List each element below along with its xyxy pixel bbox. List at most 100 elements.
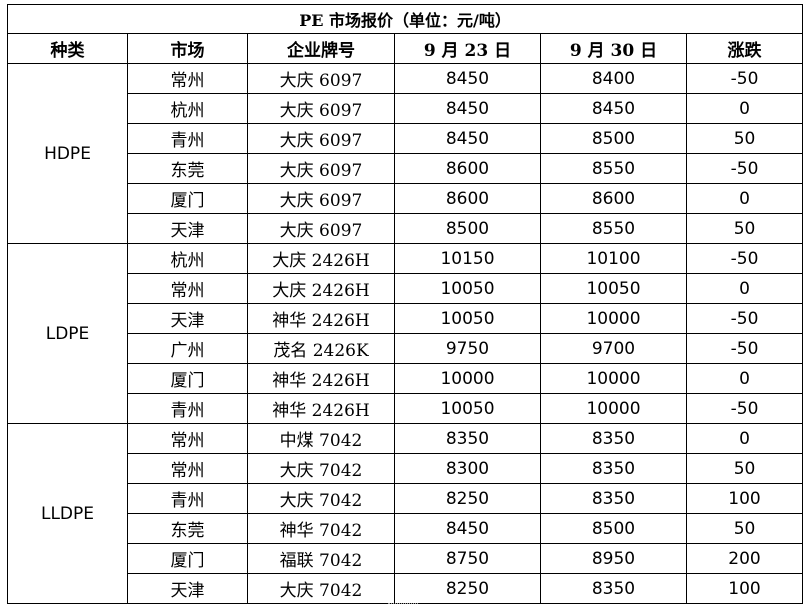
sep30-price-cell: 8550	[540, 213, 687, 244]
change-cell: 50	[685, 453, 804, 484]
market-cell: 青州	[127, 393, 248, 424]
sep30-price-cell: 8600	[540, 183, 687, 214]
brand-cell: 神华 2426H	[247, 303, 395, 334]
sep30-price-cell: 9700	[540, 333, 687, 364]
brand-cell: 大庆 6097	[247, 213, 395, 244]
header-sep23: 9 月 23 日	[394, 33, 541, 64]
market-cell: 青州	[127, 123, 248, 154]
table-row: 广州 茂名 2426K 9750 9700 -50	[8, 333, 804, 364]
table-row: LLDPE 常州 中煤 7042 8350 8350 0	[7, 423, 804, 604]
sep23-price-cell: 9750	[394, 333, 541, 364]
market-cell: 常州	[127, 423, 248, 454]
sep23-price-cell: 10050	[394, 303, 541, 334]
table-row: 青州 大庆 7042 8250 8350 100	[8, 483, 804, 514]
header-change: 涨跌	[685, 33, 804, 64]
market-cell: 东莞	[127, 513, 248, 544]
table-row: 杭州 大庆 6097 8450 8450 0	[8, 93, 804, 124]
sep30-price-cell: 8350	[540, 483, 687, 514]
market-cell: 青州	[127, 483, 248, 514]
sep23-price-cell: 10050	[394, 393, 541, 424]
change-cell: 50	[685, 123, 804, 154]
category-cell: LDPE	[7, 243, 128, 424]
brand-cell: 大庆 6097	[247, 123, 395, 154]
header-brand: 企业牌号	[247, 33, 395, 64]
change-cell: 200	[685, 543, 804, 574]
sep30-price-cell: 8350	[540, 573, 687, 604]
market-cell: 天津	[127, 303, 248, 334]
change-cell: 0	[685, 93, 804, 124]
sep23-price-cell: 8250	[394, 483, 541, 514]
table-row: 东莞 大庆 6097 8600 8550 -50	[8, 153, 804, 184]
table-row: 青州 大庆 6097 8450 8500 50	[8, 123, 804, 154]
change-cell: 0	[685, 363, 804, 394]
table-row: 天津 大庆 7042 8250 8350 100	[8, 573, 804, 604]
market-cell: 天津	[127, 213, 248, 244]
market-cell: 常州	[127, 63, 248, 94]
sep23-price-cell: 10000	[394, 363, 541, 394]
market-cell: 常州	[127, 453, 248, 484]
change-cell: 50	[685, 513, 804, 544]
brand-cell: 神华 7042	[247, 513, 395, 544]
sep30-price-cell: 10000	[540, 363, 687, 394]
market-cell: 杭州	[127, 93, 248, 124]
table-row: 天津 神华 2426H 10050 10000 -50	[8, 303, 804, 334]
market-cell: 常州	[127, 273, 248, 304]
market-cell: 厦门	[127, 543, 248, 574]
change-cell: -50	[685, 153, 804, 184]
sep23-price-cell: 8450	[394, 513, 541, 544]
sep23-price-cell: 8750	[394, 543, 541, 574]
sep23-price-cell: 8450	[394, 63, 541, 94]
table-row: LDPE 杭州 大庆 2426H 10150 10100 -50	[7, 243, 804, 424]
category-cell: LLDPE	[7, 423, 128, 604]
change-cell: 0	[685, 423, 804, 454]
sep30-price-cell: 8950	[540, 543, 687, 574]
sep30-price-cell: 10000	[540, 303, 687, 334]
change-cell: 100	[685, 483, 804, 514]
market-cell: 东莞	[127, 153, 248, 184]
change-cell: 50	[685, 213, 804, 244]
sep23-price-cell: 10150	[394, 243, 541, 274]
change-cell: 0	[685, 183, 804, 214]
sep30-price-cell: 8350	[540, 453, 687, 484]
market-cell: 厦门	[127, 363, 248, 394]
category-cell: HDPE	[7, 63, 128, 244]
sep23-price-cell: 8600	[394, 153, 541, 184]
brand-cell: 中煤 7042	[247, 423, 395, 454]
table-row: 东莞 神华 7042 8450 8500 50	[8, 513, 804, 544]
table-row: 常州 大庆 7042 8300 8350 50	[8, 453, 804, 484]
sep23-price-cell: 8250	[394, 573, 541, 604]
sep23-price-cell: 8450	[394, 93, 541, 124]
brand-cell: 福联 7042	[247, 543, 395, 574]
sep23-price-cell: 8350	[394, 423, 541, 454]
change-cell: -50	[685, 63, 804, 94]
sep30-price-cell: 8550	[540, 153, 687, 184]
brand-cell: 大庆 6097	[247, 93, 395, 124]
sep23-price-cell: 8500	[394, 213, 541, 244]
table-row: 厦门 神华 2426H 10000 10000 0	[8, 363, 804, 394]
market-cell: 厦门	[127, 183, 248, 214]
change-cell: -50	[685, 303, 804, 334]
table-row: 常州 大庆 2426H 10050 10050 0	[8, 273, 804, 304]
change-cell: 100	[685, 573, 804, 604]
header-market: 市场	[127, 33, 248, 64]
sep23-price-cell: 8300	[394, 453, 541, 484]
change-cell: 0	[685, 273, 804, 304]
brand-cell: 大庆 2426H	[247, 243, 395, 274]
table-title: PE 市场报价（单位：元/吨）	[6, 4, 804, 34]
brand-cell: 大庆 7042	[247, 483, 395, 514]
market-cell: 杭州	[127, 243, 248, 274]
brand-cell: 大庆 2426H	[247, 273, 395, 304]
sep30-price-cell: 8400	[540, 63, 687, 94]
change-cell: -50	[685, 333, 804, 364]
table-row: 厦门 福联 7042 8750 8950 200	[8, 543, 804, 574]
sep30-price-cell: 10050	[540, 273, 687, 304]
brand-cell: 大庆 6097	[247, 153, 395, 184]
brand-cell: 大庆 7042	[247, 453, 395, 484]
brand-cell: 大庆 6097	[247, 183, 395, 214]
bottom-marker	[388, 603, 418, 610]
sep23-price-cell: 10050	[394, 273, 541, 304]
sep23-price-cell: 8450	[394, 123, 541, 154]
sep30-price-cell: 8500	[540, 513, 687, 544]
header-sep30: 9 月 30 日	[540, 33, 687, 64]
table-row: HDPE 常州 大庆 6097 8450 8400 -50	[7, 63, 804, 244]
